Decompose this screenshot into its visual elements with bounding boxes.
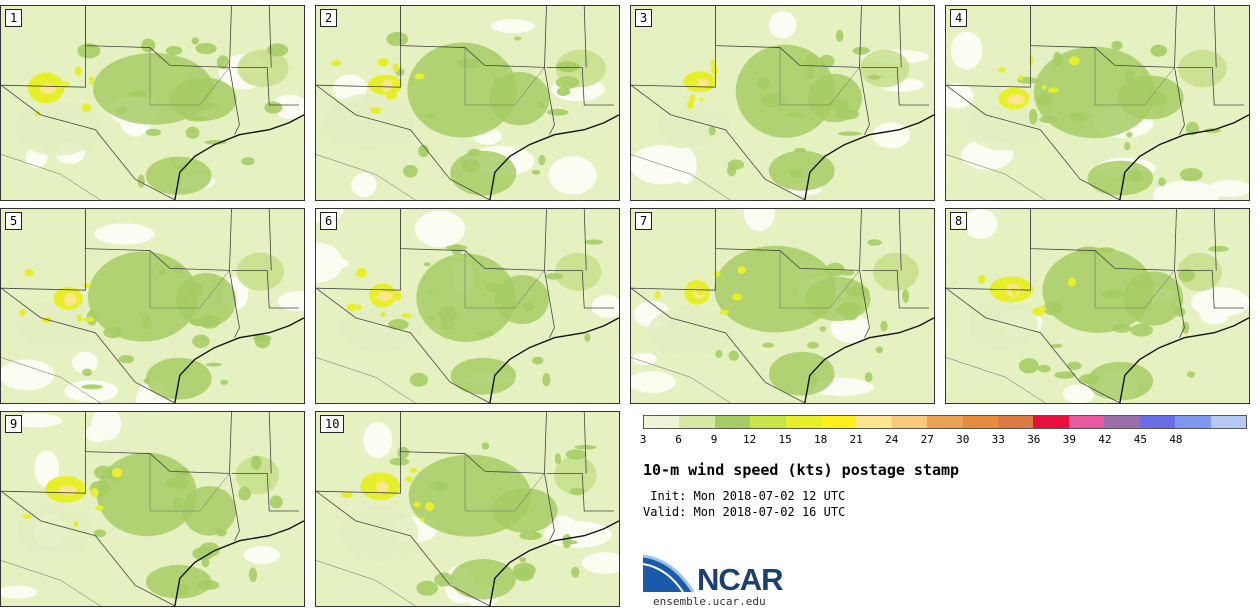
member-label: 1 xyxy=(5,9,23,27)
colorbar-segment xyxy=(750,416,786,428)
ensemble-member-panel: 10 xyxy=(315,411,620,607)
member-label: 4 xyxy=(950,9,968,27)
colorbar-segment xyxy=(821,416,857,428)
colorbar-segment xyxy=(1210,416,1246,428)
colorbar-tick-label: 42 xyxy=(1098,433,1112,446)
ensemble-member-panel: 6 xyxy=(315,208,620,404)
colorbar-tick-label: 18 xyxy=(814,433,828,446)
colorbar-segment xyxy=(1068,416,1105,428)
colorbar-tick-label: 21 xyxy=(849,433,863,446)
colorbar-tick-label: 48 xyxy=(1169,433,1183,446)
colorbar-tick-label: 3 xyxy=(639,433,647,446)
colorbar-segment xyxy=(1104,416,1140,428)
wind-speed-map xyxy=(631,6,934,200)
member-label: 7 xyxy=(635,212,653,230)
colorbar-tick-label: 33 xyxy=(991,433,1005,446)
colorbar-tick-label: 30 xyxy=(956,433,970,446)
plot-title: 10-m wind speed (kts) postage stamp xyxy=(643,461,960,479)
colorbar-segment xyxy=(891,416,928,428)
colorbar-tick-label: 6 xyxy=(675,433,682,446)
colorbar-segment xyxy=(1175,416,1211,428)
member-label: 3 xyxy=(635,9,653,27)
wind-speed-map xyxy=(946,209,1249,403)
wind-speed-map xyxy=(316,209,619,403)
colorbar-segment xyxy=(644,416,680,428)
member-label: 2 xyxy=(320,9,338,27)
wind-speed-map xyxy=(1,6,304,200)
colorbar-tick-label: 9 xyxy=(710,433,718,446)
colorbar-segment xyxy=(998,416,1034,428)
wind-speed-map xyxy=(1,209,304,403)
ensemble-member-panel: 7 xyxy=(630,208,935,404)
member-label: 6 xyxy=(320,212,338,230)
init-time: Init: Mon 2018-07-02 12 UTC xyxy=(643,489,846,503)
wind-speed-map xyxy=(316,412,619,606)
colorbar-segment xyxy=(679,416,715,428)
wind-speed-map xyxy=(631,209,934,403)
ensemble-member-panel: 8 xyxy=(945,208,1250,404)
wind-speed-map xyxy=(316,6,619,200)
member-label: 10 xyxy=(320,415,345,433)
colorbar-segment xyxy=(785,416,822,428)
colorbar-tick-label: 45 xyxy=(1133,433,1148,446)
member-label: 5 xyxy=(5,212,23,230)
colorbar-ticks: 3 6 9 12 15 18 21 24 27 30 33 36 39 42 45 48 xyxy=(639,433,1247,447)
colorbar-segment xyxy=(1033,416,1069,428)
colorbar-tick-label: 12 xyxy=(742,433,757,446)
colorbar-tick-label: 39 xyxy=(1062,433,1076,446)
ncar-logo-text: NCAR xyxy=(697,562,784,597)
ensemble-member-panel: 5 xyxy=(0,208,305,404)
logo-url: ensemble.ucar.edu xyxy=(653,595,766,608)
wind-speed-map xyxy=(946,6,1249,200)
colorbar-segment xyxy=(927,416,963,428)
ensemble-member-panel: 2 xyxy=(315,5,620,201)
colorbar-tick-label: 24 xyxy=(885,433,899,446)
colorbar-tick-label: 15 xyxy=(778,433,792,446)
ncar-logo-icon xyxy=(643,554,695,593)
member-label: 8 xyxy=(950,212,968,230)
colorbar-segment xyxy=(962,416,999,428)
valid-time: Valid: Mon 2018-07-02 16 UTC xyxy=(643,505,846,519)
ensemble-member-panel: 3 xyxy=(630,5,935,201)
colorbar-segment xyxy=(856,416,892,428)
colorbar-segment xyxy=(1139,416,1176,428)
wind-speed-colorbar xyxy=(643,415,1247,429)
colorbar-segment xyxy=(714,416,751,428)
member-label: 9 xyxy=(5,415,23,433)
ensemble-member-panel: 4 xyxy=(945,5,1250,201)
ensemble-member-panel: 9 xyxy=(0,411,305,607)
colorbar-tick-label: 27 xyxy=(920,433,934,446)
ensemble-member-panel: 1 xyxy=(0,5,305,201)
wind-speed-map xyxy=(1,412,304,606)
colorbar-tick-label: 36 xyxy=(1027,433,1041,446)
